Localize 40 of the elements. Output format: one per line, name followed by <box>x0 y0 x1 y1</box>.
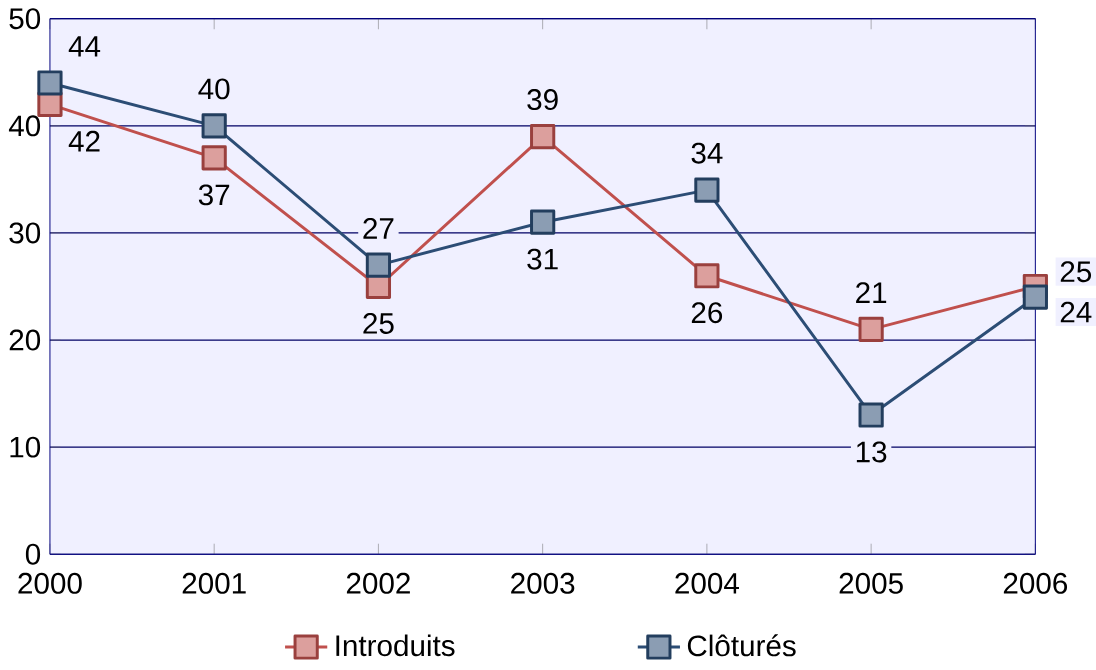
y-tick-label: 50 <box>9 8 41 30</box>
data-label: 31 <box>527 248 558 270</box>
point <box>1022 284 1048 310</box>
point <box>201 113 227 139</box>
point <box>530 124 556 150</box>
point <box>365 252 392 278</box>
x-tick-label: 2006 <box>1003 573 1068 594</box>
y-tick-label: 40 <box>8 115 41 137</box>
data-label: 27 <box>363 218 394 239</box>
data-label: 25 <box>1060 261 1092 283</box>
x-tick-label: 2000 <box>18 573 82 594</box>
x-tick-label: 2004 <box>675 573 739 594</box>
y-tick-label: 20 <box>9 329 41 351</box>
legend-label: Clôturés <box>687 634 796 657</box>
legend-label: Introduits <box>336 634 455 657</box>
x-tick-label: 2001 <box>182 573 246 594</box>
y-tick-label: 0 <box>25 543 41 565</box>
data-label: 44 <box>68 36 101 57</box>
point <box>858 316 884 343</box>
data-label: 13 <box>856 441 887 463</box>
data-label: 42 <box>68 131 100 152</box>
data-label: 21 <box>856 282 887 304</box>
x-tick-label: 2002 <box>346 573 410 594</box>
y-tick-label: 10 <box>10 436 41 458</box>
data-label: 40 <box>198 78 230 100</box>
data-label: 39 <box>527 89 558 111</box>
point <box>694 177 720 203</box>
data-label: 25 <box>363 313 394 335</box>
x-tick-label: 2003 <box>511 573 575 594</box>
data-label: 24 <box>1060 301 1092 323</box>
point <box>530 209 556 235</box>
point <box>694 263 720 289</box>
data-label: 37 <box>198 184 230 206</box>
data-label: 34 <box>691 142 723 164</box>
data-label: 26 <box>691 302 723 324</box>
point <box>858 402 884 428</box>
point <box>37 70 63 96</box>
point <box>201 145 227 171</box>
y-tick-label: 30 <box>9 222 41 244</box>
x-tick-label: 2005 <box>839 573 903 594</box>
